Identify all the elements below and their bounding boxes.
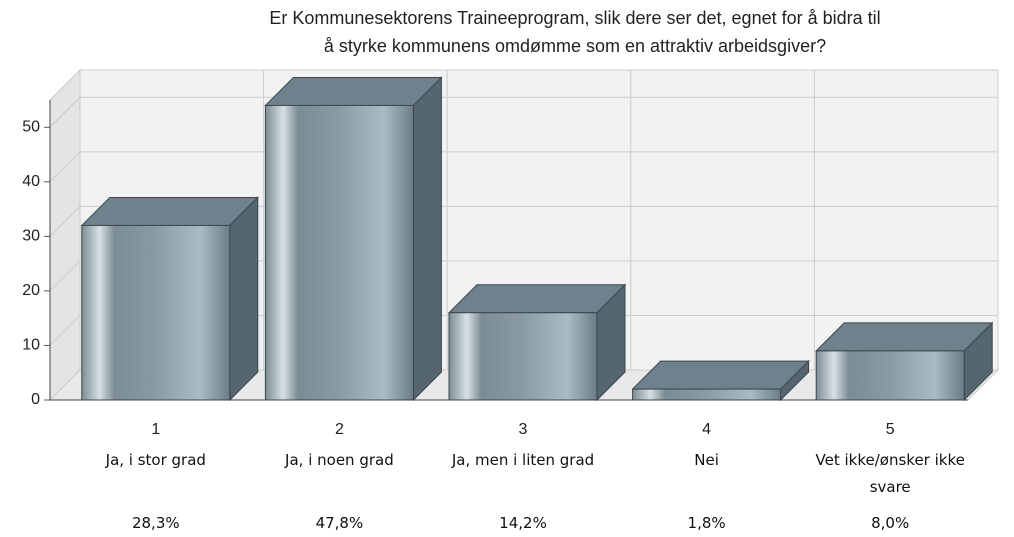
bar xyxy=(81,224,231,401)
bar xyxy=(448,312,598,401)
share-label: 14,2% xyxy=(499,514,547,532)
category-label: Nei xyxy=(694,451,719,469)
y-tick-label: 10 xyxy=(22,337,40,354)
bar xyxy=(815,350,965,401)
bar-side xyxy=(412,76,442,402)
y-tick-label: 30 xyxy=(22,228,40,245)
chart-title: Er Kommunesektorens Traineeprogram, slik… xyxy=(269,8,881,28)
x-tick-label: 3 xyxy=(519,421,528,438)
y-tick-label: 50 xyxy=(22,118,40,135)
bar-top xyxy=(814,322,994,352)
bar xyxy=(632,388,782,401)
bar-side xyxy=(229,196,259,402)
y-tick-label: 20 xyxy=(22,282,40,299)
x-tick-label: 4 xyxy=(702,421,711,438)
category-label: Vet ikke/ønsker ikke svare xyxy=(815,451,965,496)
share-label: 47,8% xyxy=(315,514,364,532)
category-label: Ja, i stor grad xyxy=(105,451,206,469)
bar-top xyxy=(447,284,627,314)
category-label: Ja, i noen grad xyxy=(285,451,394,469)
chart-title: å styrke kommunens omdømme som en attrak… xyxy=(323,36,827,56)
x-tick-label: 2 xyxy=(335,421,344,438)
category-label: Ja, men i liten grad xyxy=(451,451,595,469)
side-wall xyxy=(49,68,81,402)
y-tick-label: 0 xyxy=(31,391,40,408)
x-tick-label: 1 xyxy=(151,421,160,438)
grid-line xyxy=(49,315,81,346)
grid-line xyxy=(49,96,81,128)
bar-top xyxy=(631,360,810,390)
share-label: 28,3% xyxy=(131,514,180,532)
grid-line xyxy=(49,206,81,237)
grid-line xyxy=(49,151,81,183)
share-label: 1,8% xyxy=(687,514,726,532)
bar-top xyxy=(80,196,260,226)
x-tick-label: 5 xyxy=(886,421,895,438)
grid-line xyxy=(49,260,81,292)
bar xyxy=(264,104,414,401)
bar-top xyxy=(264,76,443,106)
y-tick-label: 40 xyxy=(22,173,40,190)
grid-line xyxy=(49,369,81,401)
share-label: 8,0% xyxy=(871,514,910,532)
